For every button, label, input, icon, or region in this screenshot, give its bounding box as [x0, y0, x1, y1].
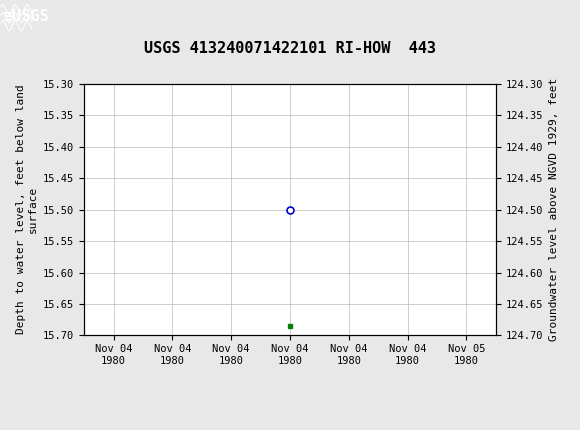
Text: ≡USGS: ≡USGS	[3, 9, 49, 24]
Text: USGS 413240071422101 RI-HOW  443: USGS 413240071422101 RI-HOW 443	[144, 41, 436, 56]
Y-axis label: Depth to water level, feet below land
surface: Depth to water level, feet below land su…	[16, 85, 38, 335]
Y-axis label: Groundwater level above NGVD 1929, feet: Groundwater level above NGVD 1929, feet	[549, 78, 559, 341]
